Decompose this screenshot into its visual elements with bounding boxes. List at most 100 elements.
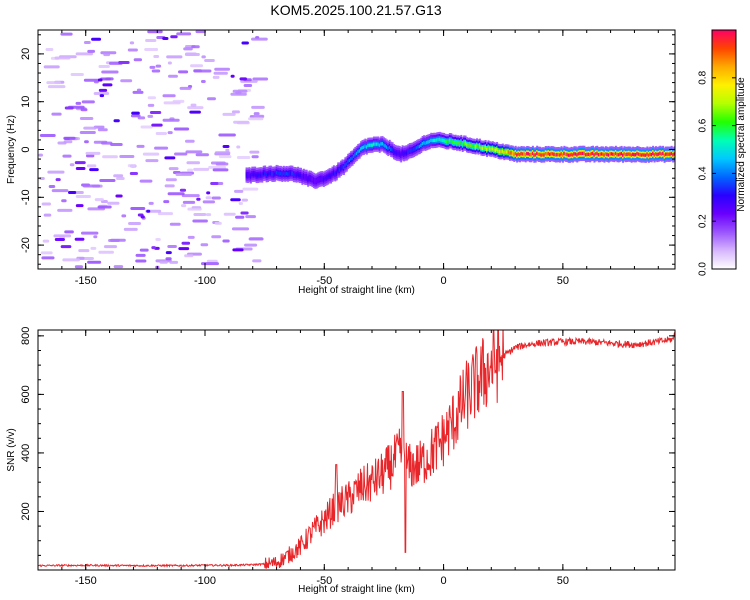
noise-cell xyxy=(135,259,147,263)
ridge-cell xyxy=(328,174,331,178)
ridge-cell xyxy=(576,153,579,157)
ridge-cell xyxy=(322,177,325,181)
ridge-cell xyxy=(547,151,550,156)
noise-cell xyxy=(74,237,85,241)
noise-cell xyxy=(85,154,95,158)
noise-cell xyxy=(201,55,206,59)
noise-cell xyxy=(87,260,102,264)
noise-cell xyxy=(129,41,135,45)
ridge-cell xyxy=(381,142,384,146)
noise-cell xyxy=(206,191,211,195)
ridge-cell xyxy=(291,171,294,175)
noise-cell xyxy=(214,151,231,155)
ridge-cell xyxy=(375,142,378,146)
ridge-cell xyxy=(433,138,436,143)
noise-cell xyxy=(97,78,103,82)
ridge-cell xyxy=(632,152,635,156)
ridge-cell xyxy=(331,172,334,176)
noise-cell xyxy=(211,196,221,200)
y-tick-label: 200 xyxy=(20,502,32,520)
ridge-cell xyxy=(537,152,540,156)
noise-cell xyxy=(97,128,108,132)
noise-cell xyxy=(139,179,153,183)
noise-cell xyxy=(149,65,156,69)
x-axis-label: Height of straight line (km) xyxy=(298,584,415,595)
noise-cell xyxy=(162,118,180,122)
ridge-cell xyxy=(311,177,314,182)
ridge-cell xyxy=(533,153,536,157)
noise-cell xyxy=(54,238,65,242)
noise-cell xyxy=(181,204,187,208)
ridge-cell xyxy=(441,138,444,143)
noise-cell xyxy=(70,72,84,76)
noise-cell xyxy=(210,182,219,186)
noise-cell xyxy=(136,144,145,148)
noise-cell xyxy=(234,189,244,193)
ridge-cell xyxy=(583,151,586,156)
colorbar-tick-label: 0.8 xyxy=(698,70,709,84)
noise-cell xyxy=(98,88,108,92)
noise-cell xyxy=(57,208,73,212)
ridge-cell xyxy=(464,141,467,145)
ridge-cell xyxy=(312,178,315,183)
ridge-cell xyxy=(543,153,546,157)
ridge-cell xyxy=(643,153,646,157)
noise-cell xyxy=(236,145,241,149)
ridge-cell xyxy=(601,152,605,156)
ridge-cell xyxy=(382,143,386,147)
noise-cell xyxy=(192,219,208,223)
noise-cell xyxy=(145,38,157,42)
noise-cell xyxy=(218,155,232,159)
noise-cell xyxy=(51,112,62,116)
noise-cell xyxy=(245,215,256,219)
noise-cell xyxy=(178,247,190,251)
ridge-cell xyxy=(444,139,447,144)
ridge-cell xyxy=(546,152,549,156)
noise-cell xyxy=(38,153,43,157)
y-axis-label: Frequency (Hz) xyxy=(6,115,17,184)
ridge-cell xyxy=(531,151,534,156)
noise-cell xyxy=(205,213,212,217)
noise-cell xyxy=(131,111,140,115)
x-tick-label: -100 xyxy=(194,275,216,287)
ridge-cell xyxy=(424,141,427,145)
noise-cell xyxy=(129,171,138,175)
noise-cell xyxy=(179,86,192,90)
ridge-cell xyxy=(612,152,615,156)
ridge-cell xyxy=(470,143,473,148)
noise-cell xyxy=(241,41,249,45)
ridge-cell xyxy=(622,153,625,157)
noise-cell xyxy=(243,84,253,88)
ridge-cell xyxy=(372,142,375,146)
noise-cell xyxy=(241,198,248,202)
ridge-cell xyxy=(450,139,453,143)
noise-cell xyxy=(167,131,173,135)
ridge-cell xyxy=(437,138,440,142)
noise-cell xyxy=(113,174,124,178)
ridge-cell xyxy=(626,152,629,156)
ridge-cell xyxy=(434,138,437,143)
noise-cell xyxy=(75,52,94,56)
ridge-cell xyxy=(460,140,463,145)
noise-cell xyxy=(183,47,193,51)
noise-cell xyxy=(187,168,193,172)
noise-cell xyxy=(252,77,269,81)
noise-cell xyxy=(146,209,151,213)
noise-cell xyxy=(206,97,216,101)
ridge-cell xyxy=(663,153,666,157)
ridge-cell xyxy=(560,152,563,156)
ridge-cell xyxy=(378,143,381,147)
ridge-cell xyxy=(488,147,491,151)
noise-cell xyxy=(162,37,169,41)
noise-cell xyxy=(140,215,145,219)
noise-cell xyxy=(83,126,97,130)
noise-cell xyxy=(120,79,133,83)
noise-cell xyxy=(163,200,170,204)
x-tick-label: 50 xyxy=(557,575,569,587)
noise-cell xyxy=(69,163,75,167)
ridge-cell xyxy=(667,152,670,156)
ridge-cell xyxy=(577,152,580,156)
noise-cell xyxy=(41,202,52,206)
noise-cell xyxy=(170,35,178,39)
